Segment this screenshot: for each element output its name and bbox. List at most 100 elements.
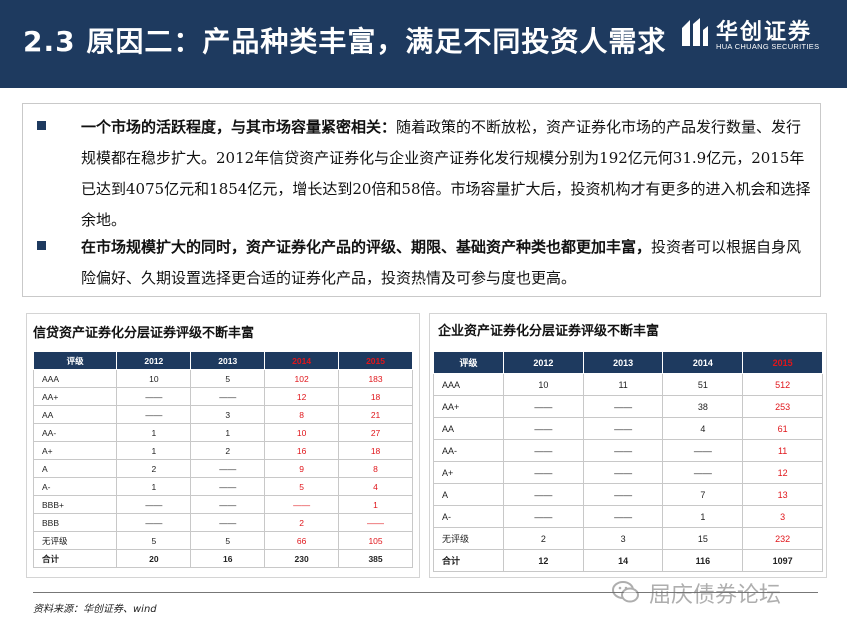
count-cell: 512	[742, 373, 823, 396]
table-row: A+ —— —— —— 12	[432, 461, 823, 484]
count-cell: ——	[116, 405, 192, 424]
bullet-lead: 在市场规模扩大的同时，资产证券化产品的评级、期限、基础资产种类也都更加丰富，	[81, 238, 652, 256]
count-cell: 230	[264, 549, 340, 568]
count-cell: 4	[662, 417, 744, 440]
count-cell: ——	[503, 483, 584, 506]
rating-cell: BBB+	[32, 495, 118, 514]
table2-caption: 企业资产证券化分层证券评级不断丰富	[438, 324, 660, 339]
count-cell: 10	[116, 369, 192, 388]
count-cell: ——	[190, 459, 266, 478]
count-cell: 5	[190, 369, 266, 388]
count-cell: 116	[662, 549, 744, 572]
rating-cell: AAA	[32, 369, 118, 388]
count-cell: ——	[116, 495, 192, 514]
count-cell: 3	[742, 505, 823, 528]
col-header: 2015	[338, 351, 413, 370]
count-cell: 5	[264, 477, 340, 496]
count-cell: ——	[338, 513, 413, 532]
bullet-body: 随着政策的不断放松，资产证券化市场的产品发行数量、发行规模都在稳步扩大。2012…	[81, 118, 811, 229]
count-cell: 12	[503, 549, 584, 572]
table-row: A- —— —— 1 3	[432, 505, 823, 528]
rating-cell: A	[32, 459, 118, 478]
count-cell: ——	[582, 395, 664, 418]
table-row: AAA 10 5 102 183	[32, 369, 413, 388]
bullet-item: 一个市场的活跃程度，与其市场容量紧密相关：随着政策的不断放松，资产证券化市场的产…	[33, 112, 813, 236]
rating-cell: AA	[432, 417, 505, 440]
rating-cell: A+	[32, 441, 118, 460]
col-header: 2013	[582, 351, 664, 374]
source-note: 资料来源：华创证券、wind	[33, 604, 157, 615]
col-header: 2015	[742, 351, 823, 374]
col-header: 2012	[503, 351, 584, 374]
count-cell: 1	[662, 505, 744, 528]
table1-caption: 信贷资产证券化分层证券评级不断丰富	[33, 326, 255, 341]
page-title: 2.3 原因二：产品种类丰富，满足不同投资人需求	[23, 25, 667, 58]
bullet-body: 投资者可以根据自身风险偏好、久期设置选择更合适的证券化产品，投资热情及可参与度也…	[81, 238, 802, 287]
logo-text-cn: 华创证券	[716, 20, 813, 45]
summary-box: 一个市场的活跃程度，与其市场容量紧密相关：随着政策的不断放松，资产证券化市场的产…	[22, 103, 821, 297]
count-cell: 11	[582, 373, 664, 396]
count-cell: ——	[116, 513, 192, 532]
count-cell: ——	[116, 387, 192, 406]
count-cell: 13	[742, 483, 823, 506]
count-cell: 253	[742, 395, 823, 418]
count-cell: 1097	[742, 549, 823, 572]
count-cell: 14	[582, 549, 664, 572]
table-row: AAA 10 11 51 512	[432, 373, 823, 396]
count-cell: ——	[190, 387, 266, 406]
credit-abs-rating-table: 评级 2012 2013 2014 2015 AAA 10 5 102 183 AA+ ——…	[32, 351, 413, 568]
logo-text-en: HUA CHUANG SECURITIES	[716, 42, 820, 51]
count-cell: ——	[503, 395, 584, 418]
rating-cell: 无评级	[32, 531, 118, 550]
bullet-item: 在市场规模扩大的同时，资产证券化产品的评级、期限、基础资产种类也都更加丰富，投资…	[33, 232, 813, 294]
count-cell: 183	[338, 369, 413, 388]
rating-cell: A	[432, 483, 505, 506]
count-cell: ——	[503, 461, 584, 484]
count-cell: 10	[503, 373, 584, 396]
count-cell: 61	[742, 417, 823, 440]
rating-cell: A-	[432, 505, 505, 528]
watermark: 屈庆债券论坛	[611, 575, 831, 609]
logo-mark-icon	[682, 18, 708, 46]
table-row: AA —— 3 8 21	[32, 405, 413, 424]
count-cell: 38	[662, 395, 744, 418]
count-cell: 21	[338, 405, 413, 424]
table-row: A+ 1 2 16 18	[32, 441, 413, 460]
count-cell: ——	[582, 505, 664, 528]
count-cell: 2	[116, 459, 192, 478]
count-cell: 2	[264, 513, 340, 532]
count-cell: ——	[582, 439, 664, 462]
count-cell: 11	[742, 439, 823, 462]
table-row: AA+ —— —— 12 18	[32, 387, 413, 406]
table-row: 无评级 5 5 66 105	[32, 531, 413, 550]
rating-cell: 合计	[32, 549, 118, 568]
enterprise-abs-rating-table: 评级 2012 2013 2014 2015 AAA 10 11 51 512 AA+ ——…	[432, 351, 823, 572]
count-cell: 3	[582, 527, 664, 550]
rating-cell: AA	[32, 405, 118, 424]
footer-divider	[33, 592, 818, 593]
count-cell: ——	[503, 439, 584, 462]
count-cell: 8	[264, 405, 340, 424]
table-row: AA- 1 1 10 27	[32, 423, 413, 442]
table-row: A- 1 —— 5 4	[32, 477, 413, 496]
count-cell: 12	[264, 387, 340, 406]
count-cell: 9	[264, 459, 340, 478]
count-cell: ——	[264, 495, 340, 514]
col-header: 2014	[264, 351, 340, 370]
count-cell: 232	[742, 527, 823, 550]
count-cell: 1	[338, 495, 413, 514]
rating-cell: AAA	[432, 373, 505, 396]
count-cell: 102	[264, 369, 340, 388]
count-cell: 16	[264, 441, 340, 460]
rating-cell: AA+	[432, 395, 505, 418]
table-row: BBB+ —— —— —— 1	[32, 495, 413, 514]
col-header: 评级	[432, 351, 505, 374]
col-header: 2012	[116, 351, 192, 370]
rating-cell: AA-	[32, 423, 118, 442]
count-cell: ——	[190, 513, 266, 532]
count-cell: 18	[338, 387, 413, 406]
wechat-icon	[612, 581, 639, 603]
count-cell: ——	[582, 461, 664, 484]
count-cell: ——	[503, 417, 584, 440]
bullet-square-icon	[37, 241, 46, 250]
